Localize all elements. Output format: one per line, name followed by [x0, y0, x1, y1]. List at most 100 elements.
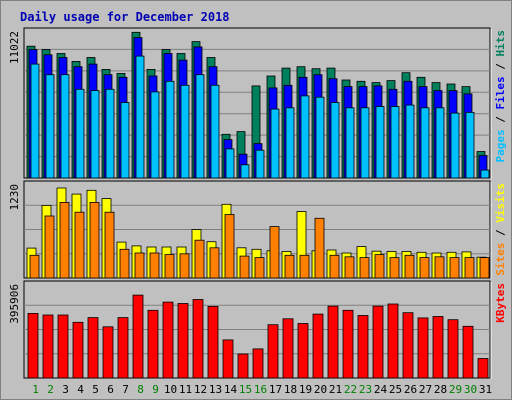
x-label-day-6: 6: [107, 383, 114, 396]
x-label-day-30: 30: [464, 383, 477, 396]
right-label-part: KBytes: [494, 283, 507, 323]
bar-kbytes-26: [402, 312, 414, 379]
x-label-day-15: 15: [239, 383, 252, 396]
bar-sites-1: [29, 254, 40, 279]
y-tick-label-1: 11022: [8, 31, 21, 64]
x-label-day-21: 21: [329, 383, 342, 396]
bars: [26, 31, 490, 379]
bar-pages-28: [435, 107, 445, 179]
bar-sites-3: [59, 201, 70, 279]
bar-sites-6: [104, 211, 115, 279]
bar-sites-27: [419, 257, 430, 279]
bar-pages-25: [390, 106, 400, 179]
x-label-day-2: 2: [47, 383, 54, 396]
bar-kbytes-28: [432, 316, 444, 379]
bar-pages-30: [465, 112, 475, 179]
x-label-day-26: 26: [404, 383, 417, 396]
bar-pages-15: [240, 164, 250, 179]
bar-pages-11: [180, 84, 190, 179]
bar-sites-4: [74, 211, 85, 279]
bar-kbytes-13: [207, 305, 219, 379]
bar-kbytes-23: [357, 315, 369, 379]
x-label-day-12: 12: [194, 383, 207, 396]
x-label-day-10: 10: [164, 383, 177, 396]
x-label-day-5: 5: [92, 383, 99, 396]
x-label-day-18: 18: [284, 383, 297, 396]
bar-pages-22: [345, 107, 355, 179]
x-label-day-7: 7: [122, 383, 129, 396]
bar-pages-5: [90, 90, 100, 179]
x-label-day-1: 1: [32, 383, 39, 396]
bar-kbytes-21: [327, 305, 339, 379]
x-label-day-19: 19: [299, 383, 312, 396]
bar-sites-30: [464, 257, 475, 279]
x-label-day-28: 28: [434, 383, 447, 396]
bar-pages-2: [45, 74, 55, 179]
bar-sites-8: [134, 252, 145, 279]
bar-kbytes-14: [222, 339, 234, 379]
bar-kbytes-12: [192, 299, 204, 379]
bar-pages-13: [210, 84, 220, 179]
x-label-day-9: 9: [152, 383, 159, 396]
bar-kbytes-9: [147, 309, 159, 379]
x-label-day-29: 29: [449, 383, 462, 396]
bar-sites-13: [209, 247, 220, 279]
bar-pages-4: [75, 88, 85, 179]
bar-kbytes-7: [117, 317, 129, 379]
bar-kbytes-8: [132, 294, 144, 379]
bar-kbytes-25: [387, 303, 399, 379]
bar-kbytes-17: [267, 324, 279, 379]
bar-sites-2: [44, 215, 55, 279]
x-label-day-25: 25: [389, 383, 402, 396]
right-label-separator: /: [494, 57, 507, 77]
bar-sites-29: [449, 257, 460, 279]
bar-pages-17: [270, 108, 280, 179]
y-tick-label-2: 1230: [8, 184, 21, 211]
right-label-part: Sites: [494, 243, 507, 276]
bar-pages-7: [120, 102, 130, 179]
bar-sites-22: [344, 256, 355, 279]
bar-pages-18: [285, 107, 295, 179]
bar-pages-19: [300, 95, 310, 179]
bar-pages-24: [375, 106, 385, 179]
x-label-day-11: 11: [179, 383, 192, 396]
bar-pages-6: [105, 88, 115, 179]
bar-sites-11: [179, 253, 190, 279]
bar-sites-25: [389, 257, 400, 279]
x-label-day-27: 27: [419, 383, 432, 396]
bar-kbytes-10: [162, 301, 174, 379]
bar-sites-31: [479, 257, 490, 279]
bar-sites-17: [269, 226, 280, 279]
bar-kbytes-2: [42, 314, 54, 379]
bar-kbytes-16: [252, 348, 264, 379]
bar-kbytes-15: [237, 353, 249, 379]
bar-pages-10: [165, 80, 175, 179]
x-label-day-4: 4: [77, 383, 84, 396]
bar-kbytes-20: [312, 313, 324, 379]
bar-kbytes-27: [417, 317, 429, 379]
right-label-part: Files: [494, 76, 507, 109]
x-label-day-8: 8: [137, 383, 144, 396]
bar-kbytes-3: [57, 314, 69, 379]
bar-pages-23: [360, 107, 370, 179]
right-label-separator: /: [494, 223, 507, 243]
bar-pages-1: [30, 63, 40, 179]
bar-pages-21: [330, 102, 340, 179]
y-tick-label-3: 395906: [8, 284, 21, 324]
right-label-separator: /: [494, 110, 507, 130]
bar-sites-24: [374, 254, 385, 279]
bar-sites-21: [329, 254, 340, 279]
bar-kbytes-24: [372, 305, 384, 379]
bar-pages-31: [480, 169, 490, 179]
bar-kbytes-4: [72, 321, 84, 379]
bar-sites-14: [224, 214, 235, 279]
x-label-day-17: 17: [269, 383, 282, 396]
bar-sites-5: [89, 201, 100, 279]
bar-sites-20: [314, 217, 325, 279]
bar-kbytes-11: [177, 303, 189, 379]
bar-sites-10: [164, 254, 175, 279]
bar-pages-9: [150, 91, 160, 179]
right-label-part: Hits: [494, 30, 507, 57]
